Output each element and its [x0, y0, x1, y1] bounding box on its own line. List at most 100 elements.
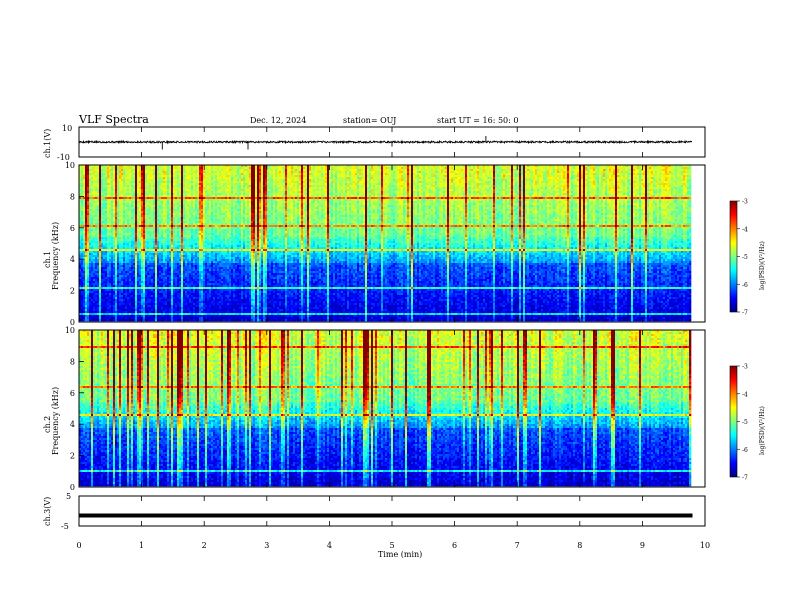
spectrogram-cell: [269, 171, 272, 174]
spectrogram-cell: [607, 177, 610, 180]
spectrogram-cell: [631, 189, 634, 192]
spectrogram-cell: [479, 177, 482, 180]
spectrogram-cell: [251, 165, 254, 168]
spectrogram-cell: [435, 171, 438, 174]
spectrogram-cell: [555, 175, 558, 178]
spectrogram-cell: [105, 177, 108, 180]
spectrogram-cell: [589, 181, 592, 184]
spectrogram-cell: [195, 173, 198, 176]
spectrogram-cell: [127, 197, 130, 200]
spectrogram-cell: [423, 169, 426, 172]
spectrogram-cell: [491, 169, 494, 172]
spectrogram-cell: [571, 187, 574, 190]
spectrogram-cell: [639, 177, 642, 180]
spectrogram-cell: [559, 187, 562, 190]
spectrogram-cell: [137, 193, 140, 196]
spectrogram-cell: [571, 177, 574, 180]
spectrogram-cell: [137, 187, 140, 190]
spectrogram-cell: [683, 167, 686, 170]
spectrogram-cell: [589, 175, 592, 178]
spectrogram-cell: [169, 181, 172, 184]
spectrogram-cell: [677, 195, 680, 198]
spectrogram-cell: [179, 175, 182, 178]
spectrogram-cell: [517, 181, 520, 184]
spectrogram-cell: [447, 189, 450, 192]
spectrogram-cell: [151, 183, 154, 186]
spectrogram-cell: [495, 193, 498, 196]
spectrogram-cell: [481, 175, 484, 178]
spectrogram-cell: [553, 189, 556, 192]
spectrogram-cell: [353, 181, 356, 184]
spectrogram-cell: [599, 177, 602, 180]
spectrogram-cell: [369, 179, 372, 182]
spectrogram-cell: [225, 175, 228, 178]
spectrogram-cell: [209, 175, 212, 178]
spectrogram-cell: [255, 187, 258, 190]
spectrogram-cell: [375, 165, 378, 168]
spectrogram-cell: [195, 175, 198, 178]
spectrogram-cell: [405, 173, 408, 176]
spectrogram-cell: [391, 183, 394, 186]
spectrogram-cell: [373, 193, 376, 196]
spectrogram-cell: [195, 179, 198, 182]
spectrogram-cell: [139, 181, 142, 184]
spectrogram-cell: [345, 193, 348, 196]
spectrogram-cell: [565, 193, 568, 196]
spectrogram-cell: [355, 193, 358, 196]
spectrogram-cell: [641, 177, 644, 180]
spectrogram-cell: [689, 175, 692, 178]
spectrogram-cell: [297, 183, 300, 186]
spectrogram-cell: [289, 189, 292, 192]
spectrogram-cell: [653, 179, 656, 182]
spectrogram-cell: [123, 191, 126, 194]
spectrogram-cell: [457, 183, 460, 186]
spectrogram-cell: [181, 167, 184, 170]
spectrogram-cell: [269, 167, 272, 170]
spectrogram-cell: [567, 179, 570, 182]
spectrogram-cell: [573, 183, 576, 186]
spectrogram-cell: [477, 183, 480, 186]
spectrogram-cell: [325, 193, 328, 196]
spectrogram-cell: [293, 181, 296, 184]
spectrogram-cell: [483, 189, 486, 192]
spectrogram-cell: [541, 179, 544, 182]
spectrogram-cell: [339, 189, 342, 192]
spectrogram-cell: [123, 193, 126, 196]
spectrogram-cell: [171, 195, 174, 198]
spectrogram-cell: [155, 181, 158, 184]
spectrogram-cell: [451, 183, 454, 186]
spectrogram-cell: [369, 185, 372, 188]
spectrogram-cell: [95, 173, 98, 176]
spectrogram-cell: [485, 173, 488, 176]
spectrogram-cell: [319, 177, 322, 180]
spectrogram-cell: [101, 167, 104, 170]
spectrogram-cell: [285, 187, 288, 190]
spectrogram-cell: [541, 193, 544, 196]
spectrogram-cell: [223, 173, 226, 176]
spectrogram-cell: [303, 173, 306, 176]
spectrogram-cell: [245, 181, 248, 184]
spectrogram-cell: [127, 173, 130, 176]
spectrogram-cell: [441, 191, 444, 194]
spectrogram-cell: [379, 171, 382, 174]
spectrogram-cell: [659, 165, 662, 168]
spectrogram-cell: [399, 183, 402, 186]
spectrogram-cell: [235, 177, 238, 180]
spectrogram-cell: [103, 181, 106, 184]
spectrogram-cell: [193, 175, 196, 178]
spectrogram-cell: [161, 197, 164, 200]
spectrogram-cell: [427, 189, 430, 192]
spectrogram-cell: [207, 167, 210, 170]
spectrogram-cell: [93, 193, 96, 196]
spectrogram-cell: [105, 169, 108, 172]
spectrogram-cell: [257, 179, 260, 182]
spectrogram-cell: [437, 195, 440, 198]
spectrogram-cell: [337, 167, 340, 170]
spectrogram-cell: [541, 195, 544, 198]
spectrogram-cell: [673, 173, 676, 176]
spectrogram-cell: [119, 183, 122, 186]
spectrogram-cell: [333, 189, 336, 192]
spectrogram-cell: [91, 193, 94, 196]
spectrogram-cell: [433, 185, 436, 188]
spectrogram-cell: [563, 167, 566, 170]
